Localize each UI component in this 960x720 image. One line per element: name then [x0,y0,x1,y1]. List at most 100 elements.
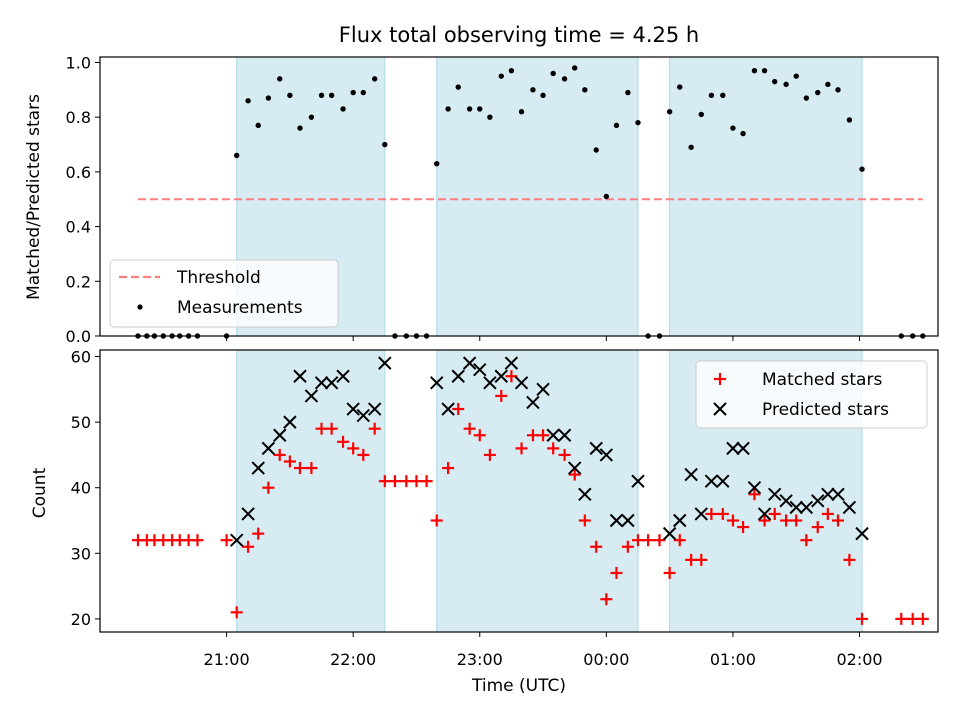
matched-star-point [780,514,793,527]
predicted-star-point [821,487,835,501]
predicted-star-point [694,507,708,521]
measurement-point [698,111,704,118]
top-legend: Threshold Measurements [109,259,339,328]
predicted-x-stroke-b [811,494,825,508]
predicted-x-stroke-b [599,448,614,462]
predicted-x-stroke-b [799,500,814,515]
legend-predicted-label: Predicted stars [762,400,889,420]
matched-star-point [695,553,708,566]
predicted-star-point [831,487,845,501]
measurement-point [455,84,461,90]
matched-star-point [337,435,350,448]
matched-star-point [631,534,644,547]
matched-star-point [748,488,761,501]
predicted-star-point [578,487,592,501]
predicted-x-stroke-b [336,369,350,383]
predicted-x-stroke-b [726,441,740,456]
measurement-point [371,76,378,82]
measurement-point [518,109,525,115]
predicted-star-point [494,369,508,383]
predicted-star-points [230,356,869,547]
bottom-xtick-label: 21:00 [204,650,250,669]
predicted-x-stroke-b [557,428,572,442]
legend-predicted-swatch [713,402,727,416]
predicted-x-stroke-b [441,402,455,416]
predicted-x-stroke-b [314,376,329,390]
predicted-x-stroke-b [283,415,297,429]
predicted-x-stroke-b [504,356,519,370]
bottom-ytick-label: 20 [71,610,91,629]
predicted-star-point [473,362,487,377]
measurement-point [561,76,568,82]
measurement-point [508,67,515,74]
predicted-star-point [757,507,772,521]
matched-star-point [737,521,750,534]
top-ytick-label: 0.2 [66,272,91,291]
predicted-x-stroke-b [230,533,244,547]
predicted-star-point [526,395,540,410]
predicted-star-point [704,474,719,488]
matched-star-point [283,455,296,468]
predicted-star-point [314,376,329,390]
matched-star-point [315,422,328,435]
predicted-x-stroke-b [546,428,560,442]
matched-star-point [558,448,571,461]
measurement-point [265,95,272,101]
predicted-x-stroke-b [673,513,687,528]
matched-star-point [388,475,401,488]
matched-star-point [642,534,655,547]
matched-star-point [843,553,856,566]
matched-star-point [768,507,781,520]
predicted-x-stroke-b [789,500,803,515]
measurement-point [245,98,251,104]
bottom-ytick-label: 30 [71,544,91,563]
matched-star-point [716,507,729,520]
measurement-point [571,65,578,71]
predicted-star-point [589,441,603,456]
predicted-star-point [811,494,825,508]
matched-star-point [590,540,603,553]
shaded-interval-1 [436,349,639,633]
predicted-star-point [261,441,276,456]
matched-star-point [357,448,370,461]
predicted-x-stroke-b [261,441,276,456]
predicted-x-stroke-b [536,382,550,397]
predicted-x-stroke-b [831,487,845,501]
top-y-ticks: 0.0 0.2 0.4 0.6 0.8 1.0 [66,53,100,346]
predicted-star-point [673,513,687,528]
measurement-point [859,166,865,172]
predicted-x-stroke-b [567,461,582,475]
matched-star-point [916,612,929,625]
predicted-star-point [462,356,477,370]
matched-star-point [252,527,265,540]
measurement-point [593,147,599,153]
measurement-point [751,67,758,74]
predicted-x-stroke-b [526,395,540,410]
predicted-x-stroke-b [293,369,307,383]
top-axes-frame [99,56,939,337]
predicted-x-stroke-b [736,441,750,456]
matched-star-point [578,514,591,527]
measurement-point [445,106,451,112]
bottom-panel: 20 30 40 50 60 21:00 22:00 23:00 00:00 01:00 02:0… [30,348,939,696]
predicted-star-point [789,500,803,515]
predicted-x-stroke-b [378,356,392,370]
bottom-ytick-label: 40 [71,479,91,498]
matched-star-point [537,429,550,442]
predicted-star-point [599,448,614,462]
measurement-point [793,73,799,79]
predicted-star-point [631,474,645,488]
matched-star-point [463,422,476,435]
predicted-x-stroke-b [767,487,782,501]
predicted-star-point [283,415,297,429]
measurement-point [550,70,556,77]
matched-star-point [856,612,869,625]
matched-star-point [685,553,698,566]
top-ytick-label: 0.0 [66,327,91,346]
measurement-point [720,92,726,98]
matched-star-point [410,475,423,488]
legend-measurements-swatch [137,304,143,310]
predicted-x-stroke-b [324,376,339,390]
measurement-point [498,73,504,79]
